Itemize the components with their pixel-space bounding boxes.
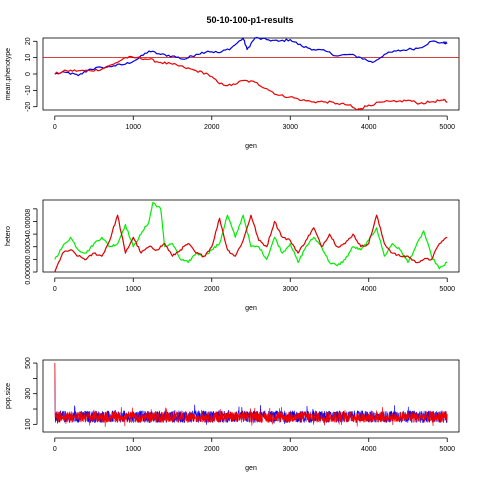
- top-x-tick-label: 3000: [282, 124, 298, 131]
- middle-y-tick-label: 0.00008: [25, 209, 32, 234]
- middle-y-tick-label: 0.00004: [25, 234, 32, 259]
- top-x-axis-label: gen: [245, 143, 257, 150]
- bottom-x-tick-label: 0: [53, 446, 57, 453]
- top-y-axis-label: mean.phenotype: [5, 48, 12, 100]
- top-x-tick-label: 0: [53, 124, 57, 131]
- top-series-line-2: [54, 55, 448, 111]
- middle-y-tick-label: 0.00000: [25, 259, 32, 284]
- bottom-y-axis-label: pop.size: [5, 383, 12, 409]
- middle-x-tick-label: 2000: [204, 286, 220, 293]
- top-x-tick-label: 5000: [439, 124, 455, 131]
- bottom-x-tick-label: 5000: [439, 446, 455, 453]
- middle-x-tick-label: 3000: [282, 286, 298, 293]
- middle-x-tick-label: 1000: [125, 286, 141, 293]
- middle-y-axis-label: hetero: [5, 226, 12, 246]
- top-x-tick-label: 1000: [125, 124, 141, 131]
- middle-x-tick-label: 4000: [361, 286, 377, 293]
- bottom-series-line-2: [54, 363, 448, 427]
- middle-x-axis-label: gen: [245, 305, 257, 312]
- top-y-tick-label: 0: [25, 72, 32, 76]
- bottom-x-tick-label: 4000: [361, 446, 377, 453]
- top-x-tick-label: 4000: [361, 124, 377, 131]
- bottom-y-tick-label: 300: [25, 388, 32, 400]
- middle-series-line-1: [54, 201, 448, 270]
- bottom-x-tick-label: 2000: [204, 446, 220, 453]
- bottom-y-tick-label: 100: [25, 418, 32, 430]
- bottom-x-tick-label: 1000: [125, 446, 141, 453]
- top-x-tick-label: 2000: [204, 124, 220, 131]
- middle-x-tick-label: 5000: [439, 286, 455, 293]
- bottom-y-tick-label: 500: [25, 357, 32, 369]
- bottom-x-tick-label: 3000: [282, 446, 298, 453]
- top-y-tick-label: 20: [25, 37, 32, 45]
- top-y-tick-label: -10: [25, 85, 32, 95]
- bottom-x-axis-label: gen: [245, 465, 257, 472]
- middle-plot-frame: [42, 199, 460, 273]
- top-series-line-1: [54, 36, 448, 77]
- top-y-tick-label: -20: [25, 102, 32, 112]
- figure-title: 50-10-100-p1-results: [206, 15, 293, 25]
- top-plot-frame: [42, 37, 460, 111]
- middle-series-line-2: [54, 214, 448, 273]
- middle-x-tick-label: 0: [53, 286, 57, 293]
- bottom-plot-frame: [42, 359, 460, 433]
- top-y-tick-label: 10: [25, 54, 32, 62]
